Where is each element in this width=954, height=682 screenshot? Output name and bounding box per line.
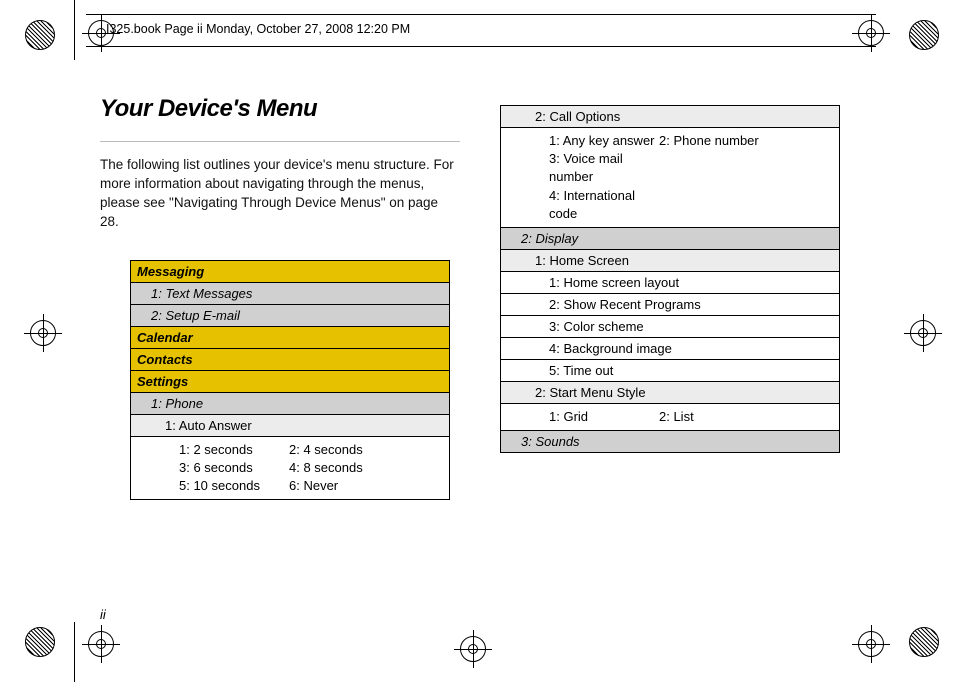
crop-corner-icon (909, 627, 939, 657)
registration-mark-icon (30, 320, 56, 346)
registration-mark-icon (88, 631, 114, 657)
menu-cell: 1: Grid2: List (501, 403, 840, 430)
menu-cell: 1: Home screen layout (501, 271, 840, 293)
menu-cell: 3: Color scheme (501, 315, 840, 337)
menu-cell: 2: Display (501, 227, 840, 249)
intro-text: The following list outlines your device'… (100, 156, 460, 232)
menu-cell: 2: Start Menu Style (501, 381, 840, 403)
header-rule (86, 46, 876, 47)
menu-cell: 2: Call Options (501, 106, 840, 128)
menu-cell: 1: Home Screen (501, 249, 840, 271)
menu-cell: 2: Show Recent Programs (501, 293, 840, 315)
title-underline (100, 141, 460, 142)
menu-cell: 1: Any key answer2: Phone number3: Voice… (501, 128, 840, 228)
menu-cell: 1: 2 seconds2: 4 seconds3: 6 seconds4: 8… (131, 436, 450, 500)
registration-mark-icon (858, 20, 884, 46)
doc-header: I325.book Page ii Monday, October 27, 20… (106, 22, 410, 36)
registration-mark-icon (460, 636, 486, 662)
menu-cell: 2: Setup E-mail (131, 304, 450, 326)
menu-cell: Settings (131, 370, 450, 392)
crop-corner-icon (25, 20, 55, 50)
menu-cell: 1: Phone (131, 392, 450, 414)
header-rule (86, 14, 876, 15)
menu-cell: 1: Auto Answer (131, 414, 450, 436)
menu-table-right: 2: Call Options1: Any key answer2: Phone… (500, 105, 840, 453)
crop-corner-icon (25, 627, 55, 657)
menu-cell: Contacts (131, 348, 450, 370)
menu-cell: 4: Background image (501, 337, 840, 359)
menu-cell: 1: Text Messages (131, 282, 450, 304)
menu-cell: Calendar (131, 326, 450, 348)
right-column: 2: Call Options1: Any key answer2: Phone… (500, 95, 860, 500)
crop-corner-icon (909, 20, 939, 50)
page-title: Your Device's Menu (100, 95, 460, 123)
left-column: Your Device's Menu The following list ou… (100, 95, 460, 500)
menu-cell: Messaging (131, 260, 450, 282)
menu-table-left: Messaging1: Text Messages2: Setup E-mail… (130, 260, 450, 501)
menu-cell: 3: Sounds (501, 431, 840, 453)
menu-cell: 5: Time out (501, 359, 840, 381)
registration-mark-icon (858, 631, 884, 657)
crop-guide (74, 622, 75, 682)
registration-mark-icon (910, 320, 936, 346)
page-number: ii (100, 607, 106, 622)
crop-guide (74, 0, 75, 60)
